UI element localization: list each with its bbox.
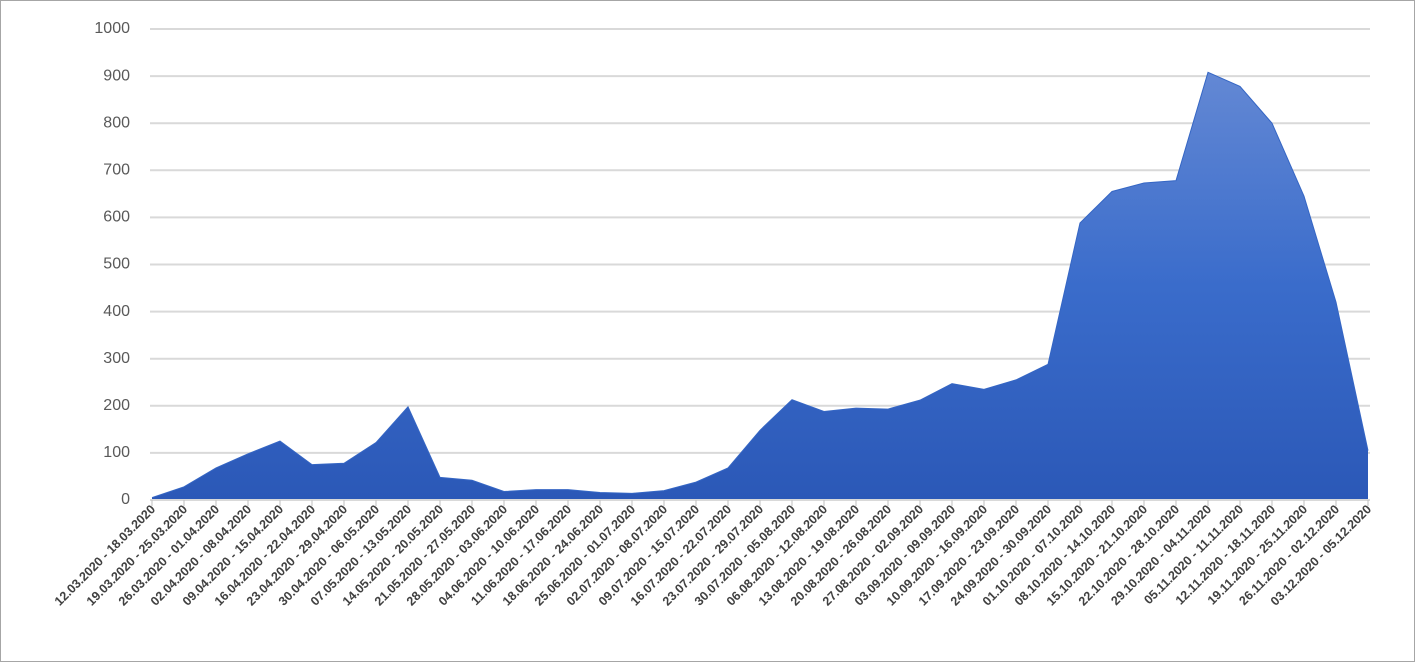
y-tick-label: 700 — [103, 162, 130, 179]
y-tick-label: 0 — [121, 491, 130, 508]
y-tick-label: 400 — [103, 303, 130, 320]
y-tick-label: 800 — [103, 114, 130, 131]
y-tick-label: 300 — [103, 350, 130, 367]
y-tick-label: 200 — [103, 397, 130, 414]
y-tick-label: 500 — [103, 256, 130, 273]
y-tick-label: 100 — [103, 444, 130, 461]
area-fill — [152, 72, 1368, 500]
y-tick-label: 1000 — [94, 20, 130, 37]
y-tick-label: 600 — [103, 209, 130, 226]
area-line — [151, 71, 1369, 499]
y-tick-label: 900 — [103, 67, 130, 84]
